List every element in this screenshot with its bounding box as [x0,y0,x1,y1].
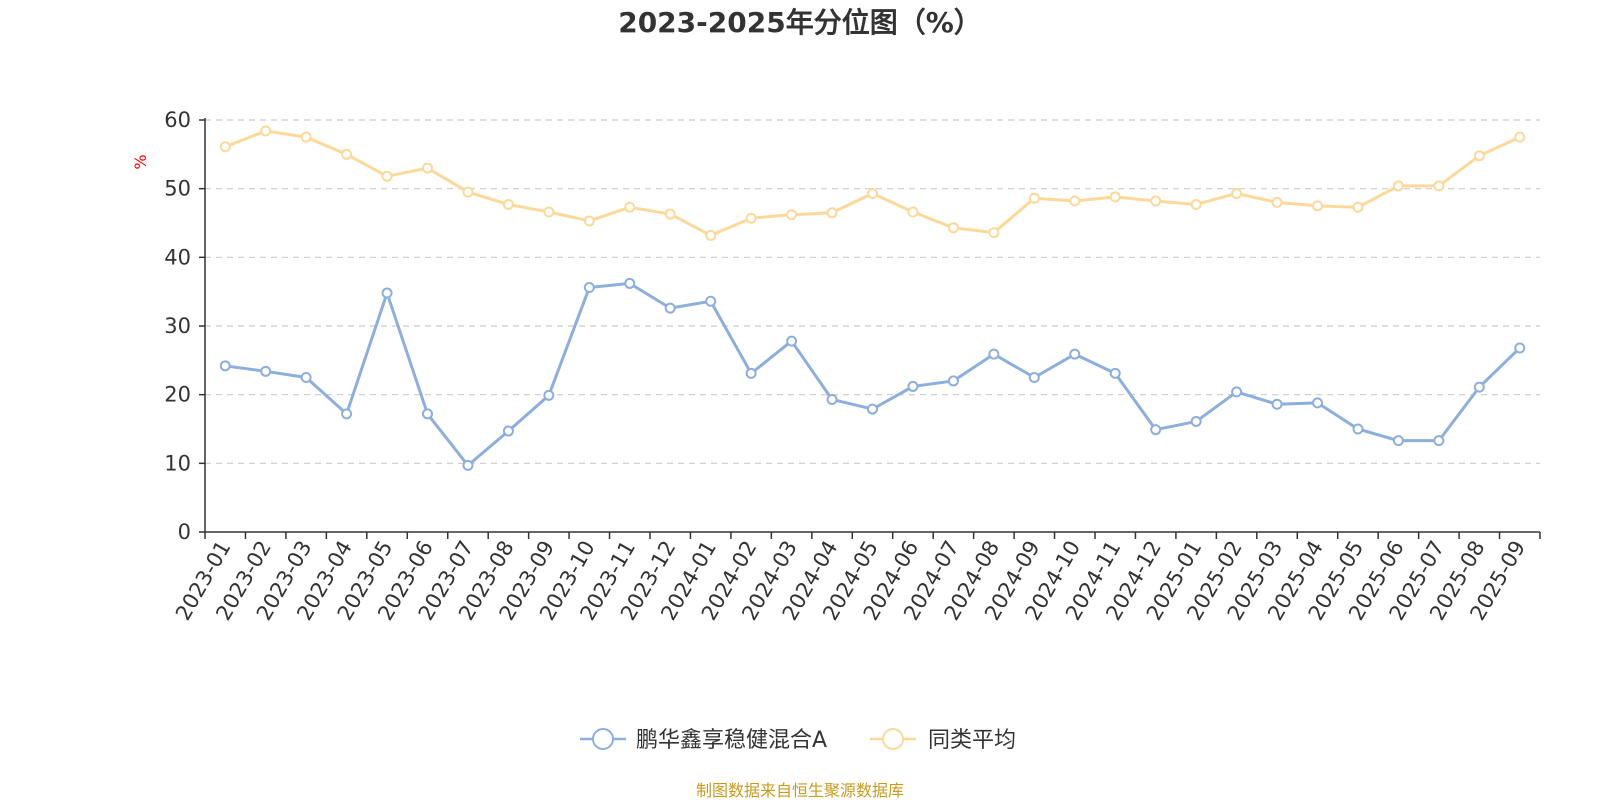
data-point[interactable] [462,459,474,471]
data-point[interactable] [1514,342,1526,354]
data-point[interactable] [988,227,1000,239]
data-point[interactable] [1312,397,1323,409]
data-point[interactable] [422,408,433,420]
data-point[interactable] [745,367,757,379]
data-point[interactable] [867,187,878,199]
data-point[interactable] [1109,367,1121,379]
data-point[interactable] [381,287,393,299]
data-point[interactable] [219,360,231,372]
data-point[interactable] [260,365,272,377]
series-line [224,129,1521,237]
data-point[interactable] [947,222,959,234]
data-point[interactable] [1150,424,1162,436]
data-point[interactable] [907,206,919,218]
data-point[interactable] [543,206,555,218]
data-point[interactable] [1392,435,1404,447]
data-point[interactable] [624,201,636,213]
data-point[interactable] [1150,195,1162,207]
data-point[interactable] [341,408,353,420]
data-point[interactable] [947,375,959,387]
data-point[interactable] [1514,131,1526,143]
source-note: 制图数据来自恒生聚源数据库 [696,781,904,800]
data-point[interactable] [1109,191,1121,203]
data-point[interactable] [1433,435,1445,447]
data-point[interactable] [502,198,514,210]
series-peer-average [219,125,1526,241]
data-point[interactable] [1231,386,1243,398]
data-point[interactable] [543,389,555,401]
data-point[interactable] [1473,381,1485,393]
data-point[interactable] [422,162,433,174]
data-point[interactable] [826,393,838,405]
data-point[interactable] [988,348,1000,360]
data-point[interactable] [381,170,393,182]
series-group [219,125,1526,471]
data-point[interactable] [1352,201,1364,213]
data-point[interactable] [664,208,676,220]
data-point[interactable] [664,302,676,314]
data-point[interactable] [1271,398,1283,410]
data-point[interactable] [1190,415,1202,427]
legend-label-peer-average: 同类平均 [928,728,1016,753]
grid-lines [205,119,1540,464]
y-tick-label: 0 [178,520,191,544]
data-point[interactable] [300,372,312,383]
data-point[interactable] [1028,192,1040,204]
data-point[interactable] [1352,423,1364,435]
data-point[interactable] [907,380,919,392]
data-point[interactable] [583,215,595,227]
y-tick-label: 50 [164,177,191,201]
data-point[interactable] [1190,198,1202,210]
data-point[interactable] [1473,150,1485,162]
data-point[interactable] [1069,348,1081,360]
data-point[interactable] [1392,180,1404,192]
data-point[interactable] [867,403,878,415]
y-tick-labels: 0 10 20 30 40 50 60 [164,108,205,544]
legend-item-peer-average[interactable]: 同类平均 [870,728,1016,753]
data-point[interactable] [1069,195,1081,207]
legend-marker-fund [592,728,614,750]
data-point[interactable] [583,282,595,294]
data-point[interactable] [341,148,353,160]
legend-marker-peer-average [882,728,904,750]
y-tick-label: 20 [164,383,191,407]
data-point[interactable] [786,335,798,347]
data-point[interactable] [705,229,717,241]
data-point[interactable] [462,186,474,198]
data-point[interactable] [1231,187,1243,199]
data-point[interactable] [624,277,636,289]
data-point[interactable] [705,295,717,307]
data-point[interactable] [1271,196,1283,208]
data-point[interactable] [502,425,514,437]
legend-item-fund[interactable]: 鹏华鑫享稳健混合A [580,728,827,753]
data-point[interactable] [1312,200,1323,212]
data-point[interactable] [1028,372,1040,383]
y-tick-label: 40 [164,245,191,269]
axes [204,118,1540,533]
data-point[interactable] [260,125,272,137]
x-tick-labels: 2023-012023-022023-032023-042023-052023-… [171,532,1541,624]
y-tick-label: 30 [164,314,191,338]
data-point[interactable] [1433,180,1445,192]
chart-title: 2023-2025年分位图（%） [618,6,982,39]
data-point[interactable] [786,209,798,221]
series-line [225,281,1521,467]
data-point[interactable] [300,131,312,143]
legend-label-fund: 鹏华鑫享稳健混合A [636,728,827,753]
data-point[interactable] [745,212,757,224]
y-tick-label: 10 [164,451,191,475]
y-tick-label: 60 [164,108,191,132]
y-axis-label: % [131,154,150,169]
series-fund [219,277,1526,471]
data-point[interactable] [826,207,838,219]
legend: 鹏华鑫享稳健混合A 同类平均 [580,728,1016,753]
data-point[interactable] [219,141,231,153]
